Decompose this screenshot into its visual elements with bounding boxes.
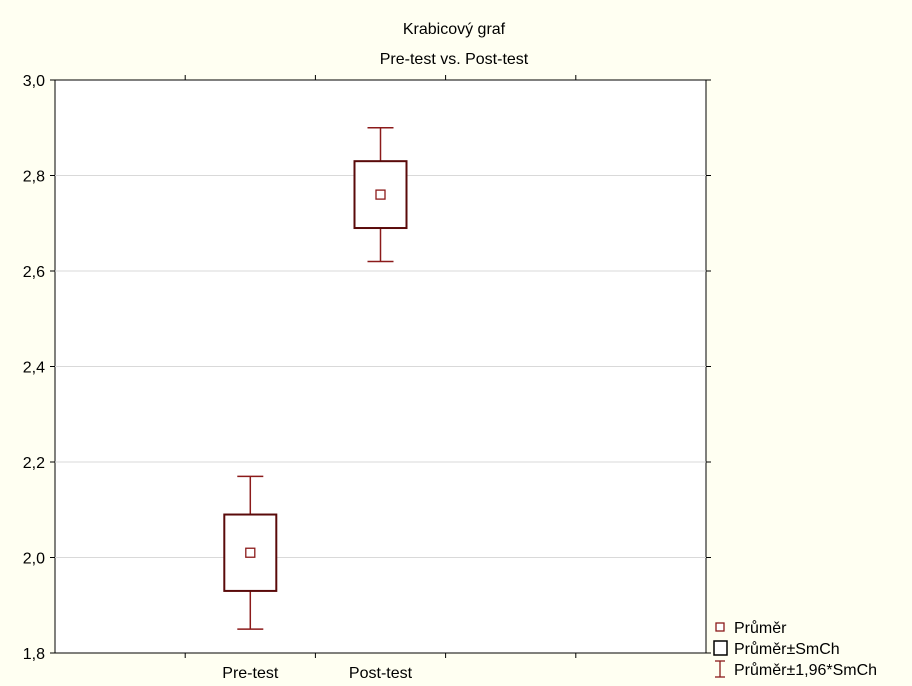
y-tick-label: 2,4 xyxy=(23,360,45,377)
chart-subtitle: Pre-test vs. Post-test xyxy=(380,51,529,68)
legend-item: Průměr±SmCh xyxy=(713,640,840,658)
box-group xyxy=(223,475,278,630)
legend-box-icon xyxy=(713,640,728,656)
legend-label: Průměr±SmCh xyxy=(734,640,840,658)
axes: 1,8 2,0 2,2 2,4 2,6 2,8 3,0 Pre-test Post-test xyxy=(23,73,711,682)
legend-mean-icon xyxy=(715,622,725,632)
chart-title: Krabicový graf xyxy=(403,21,506,38)
y-tick-label: 2,8 xyxy=(23,169,45,186)
legend-item: Průměr xyxy=(715,619,787,637)
box-group xyxy=(353,127,408,263)
y-tick-label: 2,0 xyxy=(23,551,45,568)
mean-marker xyxy=(375,189,386,200)
y-tick-label: 2,6 xyxy=(23,264,45,281)
legend-label: Průměr xyxy=(734,619,787,637)
x-category-label: Post-test xyxy=(349,665,413,682)
mean-marker xyxy=(245,547,256,558)
legend: Průměr Průměr±SmCh Průměr±1,96*SmCh xyxy=(713,619,877,679)
y-tick-label: 3,0 xyxy=(23,73,45,90)
boxes xyxy=(223,127,408,630)
y-tick-label: 2,2 xyxy=(23,455,45,472)
x-category-label: Pre-test xyxy=(222,665,279,682)
y-tick-label: 1,8 xyxy=(23,646,45,663)
legend-label: Průměr±1,96*SmCh xyxy=(734,661,877,679)
legend-item: Průměr±1,96*SmCh xyxy=(715,660,877,679)
